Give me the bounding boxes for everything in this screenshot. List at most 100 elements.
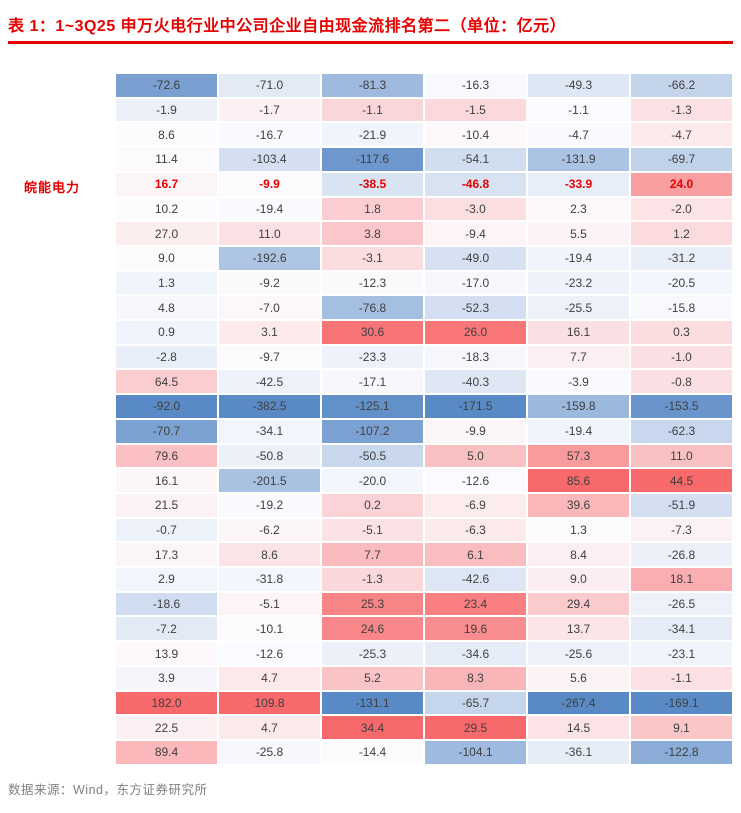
table-row: 79.6 -50.8 -50.5 5.0 57.3 11.0 <box>115 443 733 469</box>
table-row: 16.1 -201.5 -20.0 -12.6 85.6 44.5 <box>115 468 733 493</box>
table-row: -7.2 -10.1 24.6 19.6 13.7 -34.1 <box>115 616 733 642</box>
table-row: 9.0 -192.6 -3.1 -49.0 -19.4 -31.2 <box>115 245 733 271</box>
heatmap-cell: -12.3 <box>321 270 424 296</box>
heatmap-cell: -71.0 <box>218 73 321 98</box>
heatmap-cell: 5.2 <box>321 665 424 691</box>
heatmap-cell: 26.0 <box>424 320 527 345</box>
heatmap-cell: -7.0 <box>218 295 321 321</box>
heatmap-cell: 24.0 <box>630 171 733 197</box>
heatmap-cell: 16.1 <box>115 468 218 493</box>
heatmap-cell: 11.4 <box>115 147 218 172</box>
heatmap-cell: -65.7 <box>424 690 527 716</box>
heatmap-cell: -19.4 <box>527 245 630 271</box>
heatmap-cell: -7.3 <box>630 517 733 543</box>
table-row: 0.9 3.1 30.6 26.0 16.1 0.3 <box>115 320 733 345</box>
fcf-heatmap-body: -72.6 -71.0 -81.3 -16.3 -49.3 -66.2 -1.9 -1.7 -1… <box>115 73 733 765</box>
heatmap-cell: 6.1 <box>424 542 527 568</box>
table-row: 4.8 -7.0 -76.8 -52.3 -25.5 -15.8 <box>115 295 733 321</box>
heatmap-cell: -16.3 <box>424 73 527 98</box>
heatmap-cell: 1.3 <box>115 270 218 296</box>
heatmap-cell: -125.1 <box>321 394 424 419</box>
heatmap-cell: 4.7 <box>218 665 321 691</box>
heatmap-cell: -31.8 <box>218 567 321 592</box>
heatmap-cell: -34.1 <box>630 616 733 642</box>
title-divider <box>8 41 733 44</box>
heatmap-cell: -72.6 <box>115 73 218 98</box>
heatmap-cell: 1.3 <box>527 517 630 543</box>
table-row: 21.5 -19.2 0.2 -6.9 39.6 -51.9 <box>115 492 733 518</box>
heatmap-cell: -1.3 <box>321 567 424 592</box>
heatmap-cell: -7.2 <box>115 616 218 642</box>
data-source-note: 数据来源：Wind，东方证券研究所 <box>8 783 208 797</box>
table-row: -0.7 -6.2 -5.1 -6.3 1.3 -7.3 <box>115 517 733 543</box>
heatmap-cell: 44.5 <box>630 468 733 493</box>
heatmap-cell: -117.6 <box>321 147 424 172</box>
heatmap-cell: -51.9 <box>630 492 733 518</box>
heatmap-cell: 8.6 <box>218 542 321 568</box>
heatmap-cell: -34.6 <box>424 641 527 666</box>
heatmap-cell: 109.8 <box>218 690 321 716</box>
heatmap-cell: -1.3 <box>630 97 733 123</box>
heatmap-cell: 10.2 <box>115 196 218 222</box>
heatmap-cell: -46.8 <box>424 171 527 197</box>
heatmap-cell: -38.5 <box>321 171 424 197</box>
table-row: 89.4 -25.8 -14.4 -104.1 -36.1 -122.8 <box>115 739 733 765</box>
heatmap-cell: 182.0 <box>115 690 218 716</box>
heatmap-cell: -17.1 <box>321 369 424 395</box>
heatmap-cell: -153.5 <box>630 394 733 419</box>
heatmap-cell: -131.1 <box>321 690 424 716</box>
heatmap-cell: 22.5 <box>115 715 218 740</box>
heatmap-cell: -0.7 <box>115 517 218 543</box>
heatmap-cell: 9.1 <box>630 715 733 740</box>
heatmap-cell: -1.0 <box>630 344 733 370</box>
heatmap-cell: -49.0 <box>424 245 527 271</box>
heatmap-cell: -131.9 <box>527 147 630 172</box>
heatmap-cell: 2.9 <box>115 567 218 592</box>
heatmap-cell: -9.9 <box>424 418 527 444</box>
heatmap-cell: 2.3 <box>527 196 630 222</box>
heatmap-cell: -52.3 <box>424 295 527 321</box>
heatmap-cell: -14.4 <box>321 739 424 765</box>
heatmap-cell: -3.0 <box>424 196 527 222</box>
heatmap-cell: -76.8 <box>321 295 424 321</box>
table-row: 2.9 -31.8 -1.3 -42.6 9.0 18.1 <box>115 567 733 592</box>
heatmap-cell: 16.1 <box>527 320 630 345</box>
fcf-heatmap-table: -72.6 -71.0 -81.3 -16.3 -49.3 -66.2 -1.9 -1.7 -1… <box>115 73 733 765</box>
heatmap-cell: -1.1 <box>321 97 424 123</box>
heatmap-cell: -9.2 <box>218 270 321 296</box>
table-row: 10.2 -19.4 1.8 -3.0 2.3 -2.0 <box>115 196 733 222</box>
heatmap-cell: -81.3 <box>321 73 424 98</box>
heatmap-cell: -4.7 <box>527 122 630 148</box>
heatmap-cell: -54.1 <box>424 147 527 172</box>
heatmap-cell: -25.3 <box>321 641 424 666</box>
heatmap-cell: -23.1 <box>630 641 733 666</box>
heatmap-cell: -2.8 <box>115 344 218 370</box>
heatmap-cell: 4.8 <box>115 295 218 321</box>
heatmap-cell: 11.0 <box>218 221 321 246</box>
heatmap-cell: 8.3 <box>424 665 527 691</box>
heatmap-cell: -31.2 <box>630 245 733 271</box>
table-title: 表 1：1~3Q25 申万火电行业中公司企业自由现金流排名第二（单位：亿元） <box>8 18 567 35</box>
heatmap-cell: 0.3 <box>630 320 733 345</box>
heatmap-cell: 3.8 <box>321 221 424 246</box>
heatmap-cell: -159.8 <box>527 394 630 419</box>
heatmap-cell: -107.2 <box>321 418 424 444</box>
heatmap-cell: 9.0 <box>527 567 630 592</box>
heatmap-cell: 8.6 <box>115 122 218 148</box>
heatmap-cell: -25.5 <box>527 295 630 321</box>
heatmap-cell: 57.3 <box>527 443 630 469</box>
heatmap-cell: 34.4 <box>321 715 424 740</box>
heatmap-cell: 23.4 <box>424 591 527 617</box>
heatmap-cell: -1.5 <box>424 97 527 123</box>
heatmap-cell: 13.7 <box>527 616 630 642</box>
heatmap-cell: 64.5 <box>115 369 218 395</box>
heatmap-cell: -3.9 <box>527 369 630 395</box>
heatmap-cell: -1.9 <box>115 97 218 123</box>
table-row: 8.6 -16.7 -21.9 -10.4 -4.7 -4.7 <box>115 122 733 148</box>
heatmap-cell: 5.0 <box>424 443 527 469</box>
heatmap-cell: -92.0 <box>115 394 218 419</box>
heatmap-cell: -10.4 <box>424 122 527 148</box>
heatmap-cell: -9.7 <box>218 344 321 370</box>
heatmap-cell: 4.7 <box>218 715 321 740</box>
heatmap-cell: -1.7 <box>218 97 321 123</box>
